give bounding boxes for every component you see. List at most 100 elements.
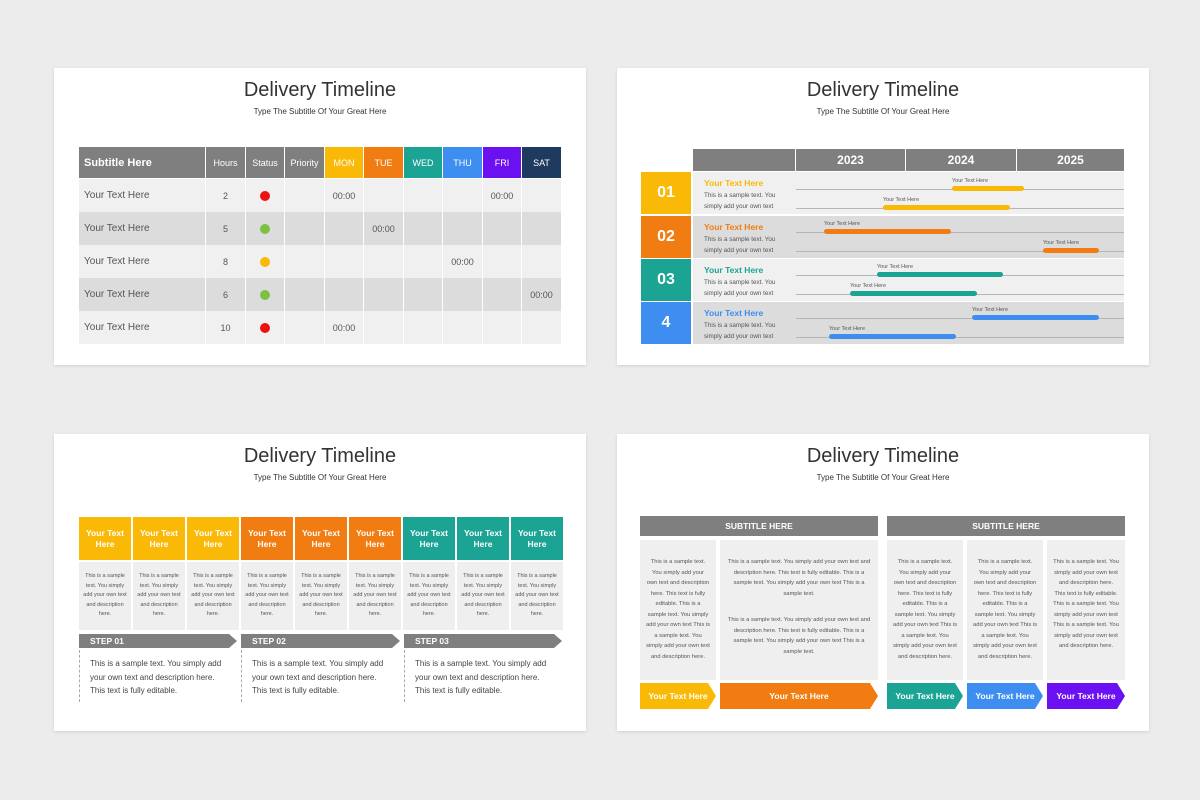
- slide-subtitle: Type The Subtitle Of Your Great Here: [253, 107, 387, 116]
- gantt-track: [796, 251, 1124, 252]
- time-cell: [364, 245, 403, 278]
- column-text: This is a sample text. You simply add yo…: [187, 562, 239, 630]
- time-cell: [443, 179, 482, 212]
- cell: [285, 278, 324, 311]
- column-text: This is a sample text. You simply add yo…: [457, 562, 509, 630]
- time-cell: 00:00: [325, 179, 363, 212]
- time-cell: [364, 311, 403, 344]
- column-text: This is a sample text. You simply add yo…: [133, 562, 185, 630]
- step-divider: [79, 650, 80, 702]
- column-paragraph: This is a sample text. You simply add yo…: [973, 559, 1038, 660]
- row-label: Your Text Here: [79, 179, 205, 212]
- year-header: 2023: [796, 149, 905, 171]
- row-label: Your Text Here: [79, 278, 205, 311]
- step-text: This is a sample text. You simply add yo…: [415, 659, 547, 695]
- hours: 8: [206, 245, 245, 278]
- table-header: TUE: [364, 147, 403, 178]
- time-cell: [404, 311, 442, 344]
- hours: 2: [206, 179, 245, 212]
- text-column: [1047, 540, 1125, 680]
- gantt-track: [796, 232, 1124, 233]
- status-dot: [260, 224, 270, 234]
- cell: [285, 245, 324, 278]
- cell: [285, 212, 324, 245]
- step-arrow: STEP 03: [404, 634, 562, 648]
- gantt-bar: [1043, 248, 1099, 253]
- time-cell: [404, 212, 442, 245]
- slide-title: Delivery Timeline: [806, 445, 960, 467]
- step-text: This is a sample text. You simply add yo…: [252, 659, 384, 695]
- column-text: This is a sample text. You simply add yo…: [295, 562, 347, 630]
- slide-title: Delivery Timeline: [806, 79, 960, 101]
- row-text: This is a sample text. You simply add yo…: [704, 322, 776, 340]
- time-cell: [483, 311, 521, 344]
- gantt-bar: [829, 334, 956, 339]
- row-title: Your Text Here: [704, 222, 764, 232]
- table-header: FRI: [483, 147, 521, 178]
- table-header: THU: [443, 147, 482, 178]
- time-cell: [483, 212, 521, 245]
- row-number: 4: [641, 302, 691, 344]
- status-dot: [260, 323, 270, 333]
- arrow-label: Your Text Here: [967, 683, 1043, 709]
- row-number: 02: [641, 216, 691, 258]
- time-cell: 00:00: [483, 179, 521, 212]
- column-text: This is a sample text. You simply add yo…: [403, 562, 455, 630]
- gantt-track: [796, 337, 1124, 338]
- row-label: Your Text Here: [79, 212, 205, 245]
- column-header: Your Text Here: [241, 517, 293, 560]
- time-cell: [325, 245, 363, 278]
- gantt-bar: [952, 186, 1024, 191]
- slide-subtitle: Type The Subtitle Of Your Great Here: [816, 473, 950, 482]
- row-title: Your Text Here: [704, 178, 764, 188]
- slide-subtitle: Type The Subtitle Of Your Great Here: [253, 473, 387, 482]
- time-cell: [483, 278, 521, 311]
- group-header: SUBTITLE HERE: [887, 516, 1125, 536]
- column-text: This is a sample text. You simply add yo…: [79, 562, 131, 630]
- time-cell: [483, 245, 521, 278]
- time-cell: [522, 212, 561, 245]
- row-title: Your Text Here: [704, 265, 764, 275]
- text-column: [640, 540, 716, 680]
- column-text: This is a sample text. You simply add yo…: [511, 562, 563, 630]
- row-title: Your Text Here: [704, 308, 764, 318]
- cell: [285, 311, 324, 344]
- time-cell: [364, 278, 403, 311]
- step-divider: [404, 650, 405, 702]
- table-header: MON: [325, 147, 363, 178]
- column-header: Your Text Here: [133, 517, 185, 560]
- time-cell: [404, 179, 442, 212]
- text-column: [887, 540, 963, 680]
- column-header: Your Text Here: [79, 517, 131, 560]
- table-header: Hours: [206, 147, 245, 178]
- gantt-corner: [693, 149, 795, 171]
- row-label: Your Text Here: [79, 245, 205, 278]
- gantt-track: [796, 318, 1124, 319]
- row-text: This is a sample text. You simply add yo…: [704, 236, 776, 254]
- table-header: Status: [246, 147, 284, 178]
- time-cell: [522, 245, 561, 278]
- text-column: [967, 540, 1043, 680]
- slide-title: Delivery Timeline: [243, 79, 397, 101]
- step-divider: [241, 650, 242, 702]
- year-header: 2024: [906, 149, 1016, 171]
- step-text: This is a sample text. You simply add yo…: [90, 659, 222, 695]
- bar-label: Your Text Here: [883, 197, 920, 203]
- time-cell: 00:00: [522, 278, 561, 311]
- year-header: 2025: [1017, 149, 1124, 171]
- column-paragraph: This is a sample text. You simply add yo…: [727, 559, 871, 597]
- arrow-label: Your Text Here: [640, 683, 716, 709]
- column-paragraph: This is a sample text. You simply add yo…: [646, 559, 711, 660]
- time-cell: 00:00: [325, 311, 363, 344]
- time-cell: [522, 179, 561, 212]
- column-header: Your Text Here: [511, 517, 563, 560]
- column-header: Your Text Here: [457, 517, 509, 560]
- bar-label: Your Text Here: [850, 283, 887, 289]
- step-arrow: STEP 02: [241, 634, 400, 648]
- time-cell: [404, 278, 442, 311]
- time-cell: 00:00: [364, 212, 403, 245]
- column-header: Your Text Here: [187, 517, 239, 560]
- gantt-bar: [972, 315, 1099, 320]
- column-paragraph: This is a sample text. You simply add yo…: [727, 617, 871, 655]
- time-cell: [443, 278, 482, 311]
